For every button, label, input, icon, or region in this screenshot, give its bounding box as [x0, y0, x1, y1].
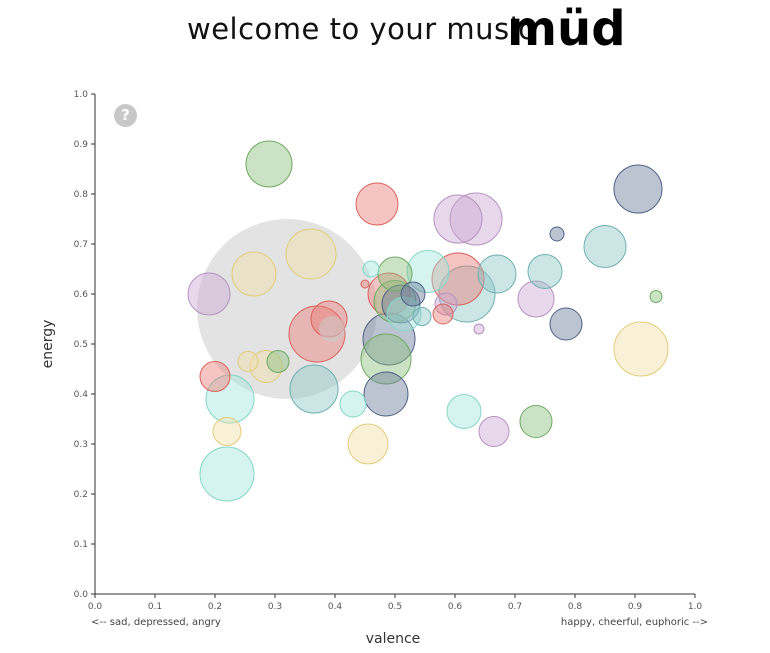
- y-tick-label: 0.1: [74, 540, 88, 550]
- song-bubble[interactable]: [406, 250, 450, 293]
- song-bubble[interactable]: [613, 321, 669, 377]
- song-bubble[interactable]: [289, 364, 339, 414]
- y-tick-label: 0.2: [74, 490, 88, 500]
- song-bubble[interactable]: [319, 316, 345, 342]
- song-bubble[interactable]: [431, 252, 485, 306]
- y-tick-label: 0.0: [74, 590, 89, 600]
- song-bubble[interactable]: [199, 361, 231, 392]
- x-axis-title: valence: [366, 631, 421, 647]
- song-bubble[interactable]: [477, 254, 517, 294]
- song-bubble[interactable]: [438, 265, 496, 323]
- song-bubble[interactable]: [212, 417, 242, 446]
- x-tick-label: 0.9: [628, 602, 643, 612]
- y-tick-label: 0.7: [74, 240, 88, 250]
- y-tick-label: 0.3: [74, 440, 88, 450]
- x-tick-label: 0.6: [448, 602, 463, 612]
- song-bubble[interactable]: [517, 280, 555, 318]
- song-bubble[interactable]: [519, 405, 553, 438]
- song-bubble[interactable]: [285, 228, 337, 280]
- song-bubble[interactable]: [187, 272, 231, 316]
- song-bubble[interactable]: [339, 390, 367, 418]
- song-bubble[interactable]: [377, 256, 413, 292]
- x-tick-label: 0.8: [568, 602, 583, 612]
- axes-layer: 0.0 0.1 0.2 0.3 0.4 0.5 0.6 0.7 0.8 0.9 1.0 0.0 0.1…: [74, 90, 703, 612]
- x-tick-label: 1.0: [688, 602, 703, 612]
- x-axis-left-note: <-- sad, depressed, angry: [91, 617, 221, 628]
- x-tick-label: 0.3: [268, 602, 282, 612]
- song-bubble[interactable]: [360, 333, 412, 385]
- song-bubble[interactable]: [363, 371, 409, 417]
- y-tick-label: 0.6: [74, 290, 89, 300]
- song-bubble[interactable]: [400, 281, 426, 307]
- x-tick-label: 0.1: [148, 602, 162, 612]
- x-axis-right-note: happy, cheerful, euphoric -->: [561, 617, 708, 628]
- song-bubble[interactable]: [266, 350, 290, 373]
- song-bubble[interactable]: [449, 192, 503, 246]
- song-bubble[interactable]: [549, 226, 565, 242]
- y-tick-label: 1.0: [74, 90, 89, 100]
- x-tick-label: 0.2: [208, 602, 222, 612]
- song-bubble[interactable]: [231, 251, 277, 297]
- x-tick-label: 0.4: [328, 602, 343, 612]
- brand-logo-text: müd: [507, 1, 626, 57]
- y-axis-ticks: 0.0 0.1 0.2 0.3 0.4 0.5 0.6 0.7 0.8 0.9 1.0: [74, 90, 95, 600]
- x-tick-label: 0.7: [508, 602, 522, 612]
- y-tick-label: 0.9: [74, 140, 89, 150]
- song-bubble[interactable]: [347, 423, 389, 465]
- song-bubble[interactable]: [446, 394, 482, 429]
- song-bubble[interactable]: [478, 416, 510, 447]
- y-tick-label: 0.5: [74, 340, 88, 350]
- song-bubble[interactable]: [433, 194, 483, 244]
- song-bubble[interactable]: [432, 303, 454, 325]
- welcome-text: welcome to your music: [187, 12, 535, 46]
- song-bubble[interactable]: [367, 272, 411, 316]
- x-tick-label: 0.5: [388, 602, 402, 612]
- page-header: welcome to your music müd: [0, 0, 770, 70]
- song-bubble[interactable]: [237, 351, 259, 372]
- x-axis-ticks: 0.0 0.1 0.2 0.3 0.4 0.5 0.6 0.7 0.8 0.9 1.0: [88, 594, 703, 612]
- bubble-layer: [187, 140, 669, 502]
- song-bubble[interactable]: [199, 446, 255, 502]
- song-bubble[interactable]: [360, 279, 370, 289]
- y-tick-label: 0.4: [74, 390, 89, 400]
- help-button[interactable]: ?: [114, 104, 137, 127]
- y-axis-title: energy: [40, 320, 56, 369]
- song-bubble[interactable]: [473, 323, 485, 335]
- song-bubble[interactable]: [583, 225, 627, 268]
- song-bubble[interactable]: [549, 307, 583, 341]
- song-bubble[interactable]: [362, 312, 416, 366]
- song-bubble[interactable]: [613, 164, 663, 214]
- song-bubble[interactable]: [527, 254, 563, 289]
- song-bubble[interactable]: [355, 182, 399, 226]
- song-bubble[interactable]: [362, 260, 380, 278]
- song-bubble[interactable]: [245, 140, 293, 188]
- x-tick-label: 0.0: [88, 602, 103, 612]
- song-bubble[interactable]: [412, 307, 432, 326]
- song-bubble[interactable]: [649, 290, 663, 303]
- y-tick-label: 0.8: [74, 190, 89, 200]
